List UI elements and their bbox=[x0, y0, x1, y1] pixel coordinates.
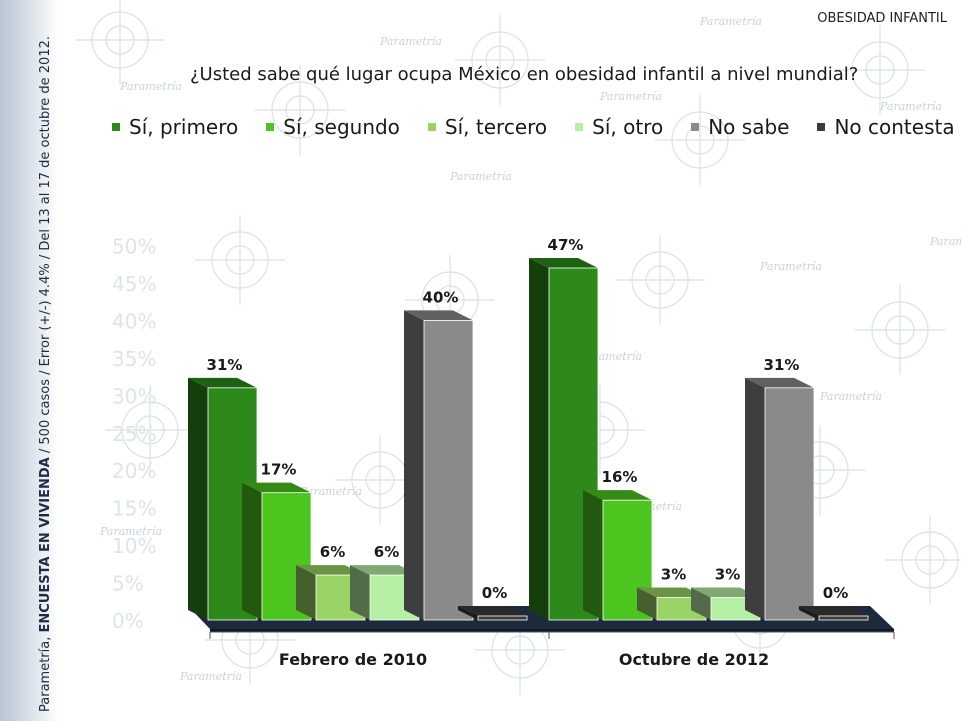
background-tick-label: 50% bbox=[112, 235, 156, 259]
watermark-text: Parametría bbox=[119, 80, 182, 93]
bar-side bbox=[296, 565, 316, 620]
bar-side bbox=[799, 606, 819, 620]
chart-floor-edge bbox=[210, 629, 894, 632]
bar bbox=[242, 482, 312, 621]
bar-top bbox=[799, 606, 868, 616]
bar-side bbox=[242, 482, 262, 620]
legend-swatch bbox=[691, 123, 700, 131]
bar-side bbox=[188, 377, 208, 620]
legend-swatch bbox=[112, 123, 120, 131]
bar-top bbox=[583, 490, 652, 501]
data-label: 16% bbox=[602, 468, 638, 486]
watermark-text: Parametría bbox=[299, 485, 362, 498]
watermark-text: Parametría bbox=[99, 525, 162, 538]
bar-top bbox=[242, 482, 311, 493]
data-label: 6% bbox=[374, 543, 399, 561]
legend-item: No sabe bbox=[691, 115, 789, 139]
legend-swatch bbox=[575, 123, 584, 131]
bar-side bbox=[745, 377, 765, 620]
bar bbox=[745, 377, 815, 621]
bar-side bbox=[458, 606, 478, 620]
legend-swatch bbox=[266, 123, 275, 131]
watermark-text: Parametría bbox=[449, 170, 512, 183]
data-label: 3% bbox=[715, 566, 740, 584]
legend-label: Sí, segundo bbox=[283, 115, 400, 139]
background-tick-label: 30% bbox=[112, 384, 156, 408]
bar-front bbox=[423, 320, 474, 621]
legend-label: No contesta bbox=[834, 115, 955, 139]
background-tick-label: 35% bbox=[112, 347, 156, 371]
bar-side bbox=[637, 587, 657, 620]
bar-top bbox=[350, 565, 419, 576]
background-tick-label: 5% bbox=[112, 572, 144, 596]
bar bbox=[583, 490, 653, 621]
bar-side bbox=[350, 565, 370, 620]
bar-side bbox=[691, 587, 711, 620]
background-tick-label: 45% bbox=[112, 272, 156, 296]
data-label: 31% bbox=[764, 356, 800, 374]
data-label: 31% bbox=[207, 356, 243, 374]
bar-side bbox=[529, 258, 549, 620]
bar-top bbox=[188, 377, 257, 388]
background-tick-label: 40% bbox=[112, 309, 156, 333]
legend-swatch bbox=[817, 123, 826, 131]
bar bbox=[691, 587, 761, 621]
data-label: 0% bbox=[823, 584, 848, 602]
watermark-text: Parametría bbox=[699, 15, 762, 28]
bar bbox=[799, 606, 869, 621]
bar bbox=[637, 587, 707, 621]
data-label: 6% bbox=[320, 543, 345, 561]
watermark-text: Parametría bbox=[179, 670, 242, 683]
legend-item: Sí, otro bbox=[575, 115, 663, 139]
background-tick-label: 25% bbox=[112, 422, 156, 446]
watermark-text: Parametría bbox=[759, 260, 822, 273]
topic-label: OBESIDAD INFANTIL bbox=[817, 11, 947, 26]
background-tick-label: 15% bbox=[112, 497, 156, 521]
bar-top bbox=[637, 587, 706, 598]
data-label: 17% bbox=[261, 461, 297, 479]
bar bbox=[350, 565, 420, 621]
legend-label: No sabe bbox=[708, 115, 790, 139]
bar-top bbox=[691, 587, 760, 598]
watermark-text: Parametría bbox=[929, 235, 961, 248]
bar-side bbox=[583, 490, 603, 620]
background-tick-label: 20% bbox=[112, 459, 156, 483]
category-label: Febrero de 2010 bbox=[279, 650, 427, 669]
left-sidebar: Parametría, ENCUESTA EN VIVIENDA / 500 c… bbox=[0, 0, 58, 721]
data-label: 40% bbox=[423, 288, 459, 306]
category-label: Octubre de 2012 bbox=[619, 650, 769, 669]
bar-front bbox=[764, 387, 815, 621]
legend-swatch bbox=[427, 123, 436, 131]
legend-label: Sí, otro bbox=[592, 115, 664, 139]
question-title: ¿Usted sabe qué lugar ocupa México en ob… bbox=[190, 64, 859, 85]
bar-top bbox=[745, 377, 814, 388]
bar bbox=[529, 258, 599, 621]
background-tick-label: 10% bbox=[112, 534, 156, 558]
bar-top bbox=[529, 258, 598, 268]
legend-item: Sí, segundo bbox=[266, 115, 400, 139]
data-label: 47% bbox=[548, 236, 584, 254]
bar-top bbox=[458, 606, 527, 616]
bar-front bbox=[818, 615, 869, 621]
bar-side bbox=[404, 310, 424, 620]
bar-front bbox=[477, 615, 528, 621]
legend-label: Sí, tercero bbox=[444, 115, 548, 139]
bar-top bbox=[296, 565, 365, 576]
legend-item: No contesta bbox=[817, 115, 955, 139]
bar bbox=[404, 310, 474, 621]
legend: Sí, primero Sí, segundo Sí, tercero Sí, otr… bbox=[112, 115, 961, 139]
watermark-text: Parametría bbox=[879, 100, 942, 113]
background-tick-label: 0% bbox=[112, 609, 144, 633]
legend-item: Sí, primero bbox=[112, 115, 238, 139]
legend-label: Sí, primero bbox=[129, 115, 239, 139]
data-label: 3% bbox=[661, 566, 686, 584]
bar-top bbox=[404, 310, 473, 321]
bar bbox=[458, 606, 528, 621]
watermark-text: Parametría bbox=[599, 90, 662, 103]
legend-item: Sí, tercero bbox=[427, 115, 548, 139]
data-label: 0% bbox=[482, 584, 507, 602]
watermark-text: Parametría bbox=[819, 390, 882, 403]
watermark-text: Parametría bbox=[379, 35, 442, 48]
